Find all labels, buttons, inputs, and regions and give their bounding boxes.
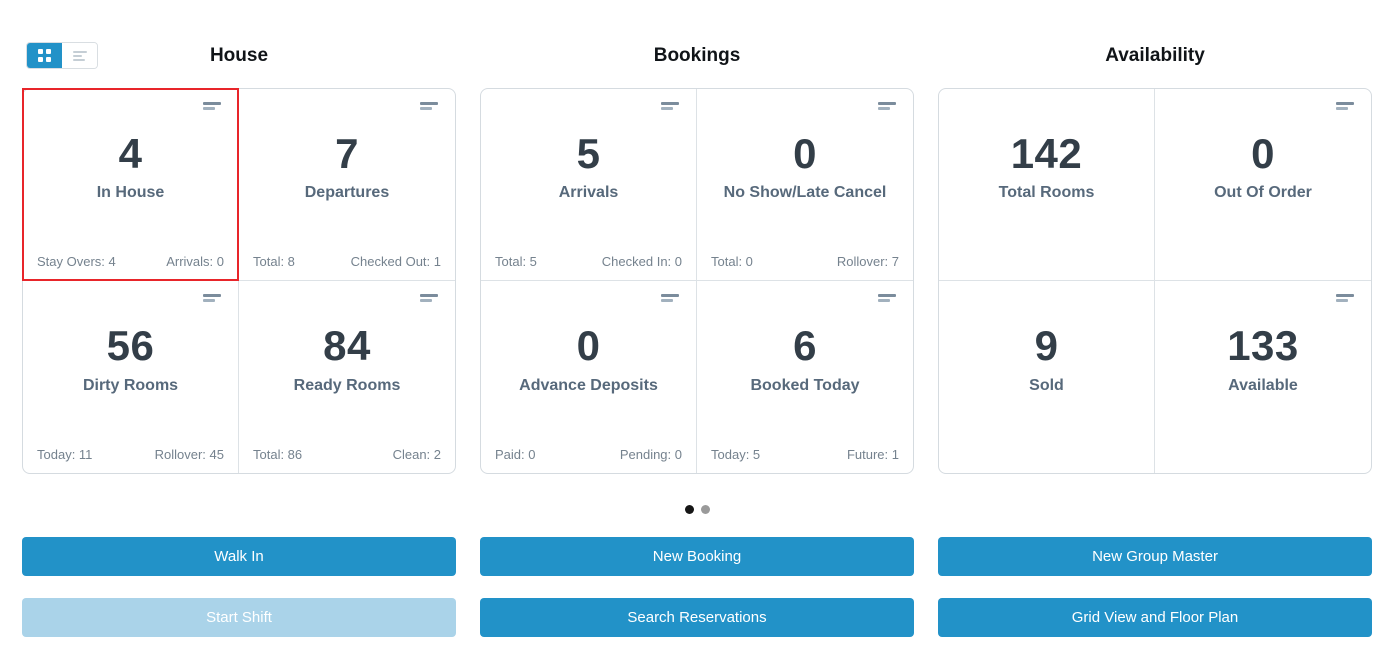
card-menu-icon[interactable] <box>420 102 438 110</box>
section-title-availability: Availability <box>1105 45 1205 66</box>
stat-label: Sold <box>1029 376 1064 394</box>
stat-footer-right: Checked In: 0 <box>601 254 682 269</box>
stat-card-dirty-rooms[interactable]: 56 Dirty Rooms Today: 11 Rollover: 45 <box>23 281 239 473</box>
section-title-bookings: Bookings <box>653 45 741 66</box>
stat-label: Booked Today <box>750 376 860 394</box>
section-title-house: House <box>209 45 269 66</box>
stat-card-in-house[interactable]: 4 In House Stay Overs: 4 Arrivals: 0 <box>22 88 239 281</box>
stat-card-departures[interactable]: 7 Departures Total: 8 Checked Out: 1 <box>239 89 455 281</box>
search-reservations-button[interactable]: Search Reservations <box>480 598 914 637</box>
new-booking-button[interactable]: New Booking <box>480 537 914 576</box>
card-menu-icon[interactable] <box>878 102 896 110</box>
stat-label: Advance Deposits <box>519 376 658 394</box>
card-group-bookings: 5 Arrivals Total: 5 Checked In: 0 0 No S… <box>480 88 914 474</box>
action-column-house: Walk In Start Shift <box>22 537 456 637</box>
stat-label: Out Of Order <box>1214 184 1312 202</box>
stat-label: Ready Rooms <box>293 376 401 394</box>
card-menu-icon[interactable] <box>203 294 221 302</box>
stat-card-advance-deposits[interactable]: 0 Advance Deposits Paid: 0 Pending: 0 <box>481 281 697 473</box>
pagination-dot-2[interactable] <box>700 505 710 514</box>
stat-footer-left: Paid: 0 <box>495 447 536 462</box>
stat-footer-left: Total: 0 <box>711 254 753 269</box>
start-shift-button[interactable]: Start Shift <box>22 598 456 637</box>
card-groups: 4 In House Stay Overs: 4 Arrivals: 0 7 D… <box>22 88 1372 474</box>
grid-view-icon <box>38 49 51 62</box>
stat-value: 5 <box>576 129 601 177</box>
stat-card-no-show-late-cancel[interactable]: 0 No Show/Late Cancel Total: 0 Rollover:… <box>697 89 913 281</box>
stat-footer-left: Today: 11 <box>37 447 93 462</box>
stat-label: Dirty Rooms <box>82 376 179 394</box>
stat-value: 84 <box>323 322 371 370</box>
list-view-icon <box>72 50 87 61</box>
stat-label: Total Rooms <box>998 184 1095 202</box>
section-headers: House Bookings Availability <box>22 43 1372 69</box>
stat-value: 9 <box>1034 322 1059 370</box>
action-column-bookings: New Booking Search Reservations <box>480 537 914 637</box>
stat-footer-left: Total: 8 <box>253 254 295 269</box>
stat-label: Available <box>1228 376 1298 394</box>
grid-view-button[interactable] <box>27 43 62 68</box>
card-menu-icon[interactable] <box>420 294 438 302</box>
action-column-availability: New Group Master Grid View and Floor Pla… <box>938 537 1372 637</box>
stat-footer: Paid: 0 Pending: 0 <box>495 447 682 462</box>
stat-footer-right: Rollover: 45 <box>154 447 224 462</box>
stat-card-out-of-order[interactable]: 0 Out Of Order <box>1155 89 1371 281</box>
stat-footer: Total: 8 Checked Out: 1 <box>253 254 441 269</box>
card-menu-icon[interactable] <box>203 102 221 110</box>
stat-value: 6 <box>793 322 817 370</box>
stat-footer: Total: 5 Checked In: 0 <box>495 254 682 269</box>
stat-label: No Show/Late Cancel <box>723 184 887 202</box>
stat-value: 142 <box>1010 129 1083 177</box>
card-menu-icon[interactable] <box>878 294 896 302</box>
view-toggle <box>26 42 98 69</box>
stat-footer-left: Today: 5 <box>711 447 761 462</box>
stat-footer-left: Total: 5 <box>495 254 537 269</box>
stat-footer-left: Total: 86 <box>253 447 303 462</box>
stat-footer: Today: 11 Rollover: 45 <box>37 447 224 462</box>
action-buttons: Walk In Start Shift New Booking Search R… <box>22 537 1372 637</box>
stat-card-arrivals[interactable]: 5 Arrivals Total: 5 Checked In: 0 <box>481 89 697 281</box>
stat-footer-right: Arrivals: 0 <box>166 254 224 269</box>
stat-value: 4 <box>118 129 143 177</box>
stat-value: 56 <box>106 322 155 370</box>
stat-value: 0 <box>1251 129 1275 177</box>
card-menu-icon[interactable] <box>661 294 679 302</box>
carousel-pagination <box>22 505 1372 514</box>
card-group-availability: 142 Total Rooms 0 Out Of Order 9 Sold 13… <box>938 88 1372 474</box>
list-view-button[interactable] <box>62 43 97 68</box>
stat-label: Departures <box>304 184 390 202</box>
pagination-dot-1[interactable] <box>684 505 694 514</box>
card-menu-icon[interactable] <box>1336 294 1354 302</box>
stat-footer-right: Pending: 0 <box>619 447 682 462</box>
stat-value: 0 <box>576 322 601 370</box>
card-menu-icon[interactable] <box>661 102 679 110</box>
stat-footer-left: Stay Overs: 4 <box>37 254 116 269</box>
stat-footer-right: Checked Out: 1 <box>350 254 441 269</box>
stat-card-total-rooms[interactable]: 142 Total Rooms <box>939 89 1155 281</box>
stat-value: 0 <box>793 129 817 177</box>
stat-card-booked-today[interactable]: 6 Booked Today Today: 5 Future: 1 <box>697 281 913 473</box>
stat-label: In House <box>96 184 165 202</box>
stat-footer: Total: 86 Clean: 2 <box>253 447 441 462</box>
stat-value: 133 <box>1227 322 1299 370</box>
card-menu-icon[interactable] <box>1336 102 1354 110</box>
stat-footer-right: Clean: 2 <box>392 447 441 462</box>
stat-card-ready-rooms[interactable]: 84 Ready Rooms Total: 86 Clean: 2 <box>239 281 455 473</box>
grid-view-floor-plan-button[interactable]: Grid View and Floor Plan <box>938 598 1372 637</box>
stat-footer: Total: 0 Rollover: 7 <box>711 254 899 269</box>
stat-footer: Today: 5 Future: 1 <box>711 447 899 462</box>
card-group-house: 4 In House Stay Overs: 4 Arrivals: 0 7 D… <box>22 88 456 474</box>
new-group-master-button[interactable]: New Group Master <box>938 537 1372 576</box>
stat-value: 7 <box>335 129 359 177</box>
stat-card-sold[interactable]: 9 Sold <box>939 281 1155 473</box>
stat-footer-right: Future: 1 <box>846 447 899 462</box>
stat-label: Arrivals <box>558 184 619 202</box>
walk-in-button[interactable]: Walk In <box>22 537 456 576</box>
stat-card-available[interactable]: 133 Available <box>1155 281 1371 473</box>
stat-footer-right: Rollover: 7 <box>836 254 899 269</box>
stat-footer: Stay Overs: 4 Arrivals: 0 <box>37 254 224 269</box>
